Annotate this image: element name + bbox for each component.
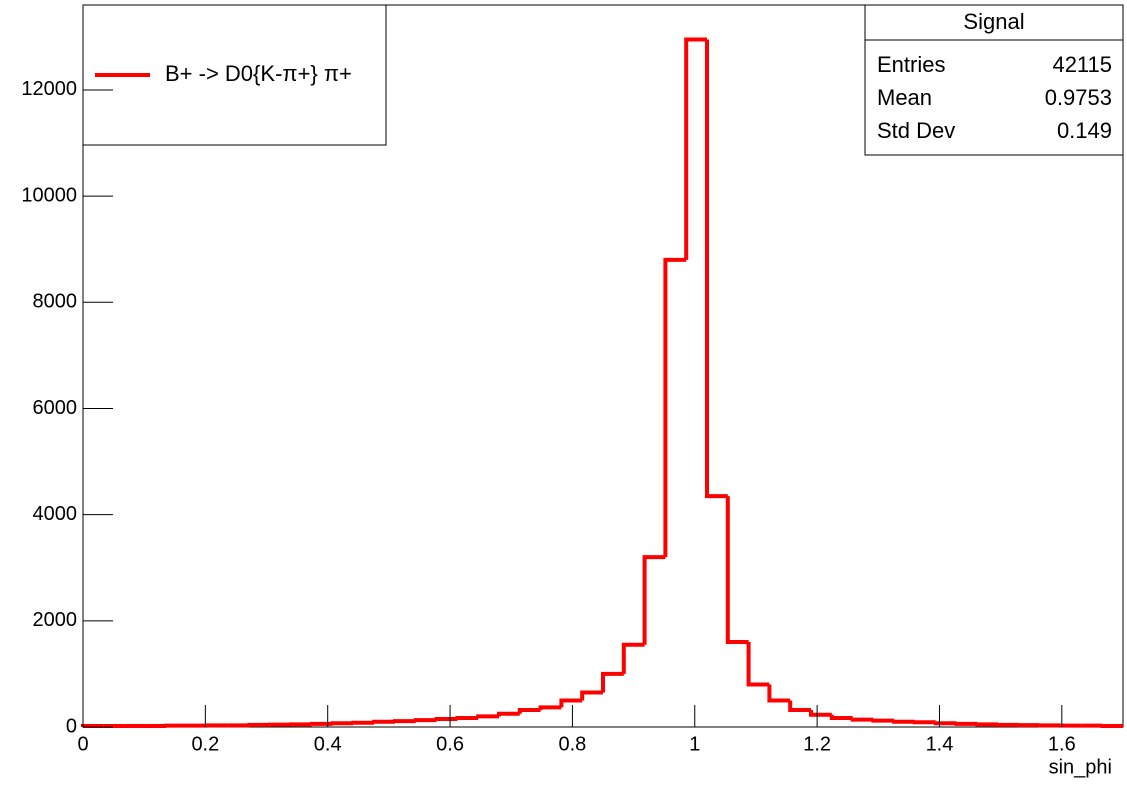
histogram-bin [497,711,520,717]
histogram-bin [933,721,957,726]
histogram-bin [434,717,458,722]
x-axis-label: sin_phi [1049,756,1112,778]
x-tick-label: 1.6 [1048,733,1076,755]
histogram-bin [871,718,895,723]
y-tick-label: 6000 [33,397,78,419]
stats-label: Std Dev [877,118,955,143]
histogram-bin [580,690,603,701]
y-tick-label: 8000 [33,291,78,313]
histogram-bin [829,714,853,720]
histogram-bin [975,722,999,727]
y-tick-label: 10000 [21,184,77,206]
legend-label: B+ -> D0{K-π+} π+ [165,61,352,86]
histogram-bin [517,708,541,714]
x-tick-label: 1 [689,733,700,755]
x-tick-label: 1.2 [803,733,831,755]
histogram-bin [746,642,770,687]
histogram-bin [913,720,936,725]
stats-title: Signal [963,9,1024,34]
histogram-bin [476,714,499,719]
histogram-bin [393,719,416,724]
stats-value: 42115 [1052,52,1112,77]
x-tick-label: 0 [77,733,88,755]
histogram-bin [559,698,583,708]
histogram-bin [705,39,728,499]
histogram-bin [413,718,437,723]
histogram-bin [663,257,687,558]
histogram-bin [788,700,811,713]
y-tick-label: 2000 [33,609,78,631]
x-tick-label: 0.2 [191,733,219,755]
x-tick-label: 1.4 [926,733,954,755]
histogram-bin [538,705,562,711]
histogram-bin [455,715,479,720]
histogram-bin [892,719,915,724]
histogram-bin [351,720,375,725]
stats-box [864,4,1124,156]
histogram-bin [954,721,978,726]
stats-label: Mean [877,85,932,110]
y-tick-label: 4000 [33,503,78,525]
histogram-bin [247,722,271,727]
histogram-bin [372,719,395,724]
histogram-bin [601,671,624,693]
histogram-bin [809,710,832,717]
histogram-bin [330,721,354,726]
y-tick-label: 12000 [21,78,77,100]
y-tick-label: 0 [66,715,77,737]
histogram-bin [309,721,333,726]
x-tick-label: 0.4 [314,733,342,755]
stats-label: Entries [877,52,945,77]
histogram-bin [767,684,791,703]
histogram-bin [621,642,645,674]
histogram-bin [996,722,1019,727]
plot-frame [82,4,1124,728]
stats-value: 0.149 [1057,118,1112,143]
x-tick-label: 0.6 [436,733,464,755]
histogram [81,37,1123,728]
x-tick-label: 0.8 [559,733,587,755]
histogram-bin [642,555,666,645]
histogram-bin [684,37,707,260]
stats-value: 0.9753 [1045,85,1112,110]
histogram-bin [850,717,874,722]
histogram-bin [725,496,749,645]
